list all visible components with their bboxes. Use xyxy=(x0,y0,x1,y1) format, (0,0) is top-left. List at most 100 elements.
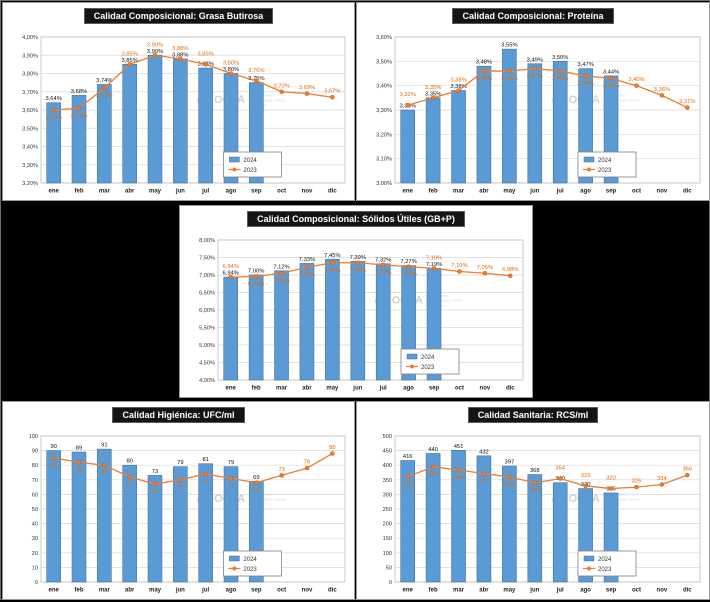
line-2023 xyxy=(53,452,333,485)
bar-2024 xyxy=(451,90,466,184)
line-value-label: 7,10% xyxy=(451,263,467,269)
x-axis-label: may xyxy=(149,189,162,195)
line-marker xyxy=(178,56,183,62)
bar-2024 xyxy=(502,48,517,184)
line-marker xyxy=(228,274,233,280)
x-axis-label: may xyxy=(503,189,516,195)
line-value-label: 3,31% xyxy=(679,99,695,105)
y-axis-label: 0 xyxy=(389,580,392,586)
bar-2024 xyxy=(375,263,391,381)
legend-line-label: 2023 xyxy=(243,567,257,573)
line-value-label: 3,80% xyxy=(223,61,239,67)
bar-value-label: 440 xyxy=(428,447,438,453)
chart-panel-rcs: Calidad Sanitaria: RCS/ml 0 50 100 150 200 25… xyxy=(356,401,710,600)
line-marker xyxy=(203,471,208,477)
bar-value-label: 6,94% xyxy=(222,271,238,277)
x-axis-label: nov xyxy=(302,189,313,195)
line-value-label: 354 xyxy=(555,466,565,472)
line-value-label: 88 xyxy=(329,445,335,451)
line-marker xyxy=(583,73,588,79)
y-axis-label: 5,00% xyxy=(199,343,215,349)
bar-2024 xyxy=(71,451,87,583)
line-marker xyxy=(178,477,183,483)
y-axis-label: 7,50% xyxy=(199,256,215,262)
bar-value-label: 3,85% xyxy=(121,58,137,64)
x-axis-label: sep xyxy=(606,189,617,195)
bar-2024 xyxy=(527,474,543,583)
plot-border xyxy=(217,239,524,381)
line-value-label: 67 xyxy=(152,489,158,495)
line-value-label: 71 xyxy=(228,483,234,489)
legend: 2024 2023 xyxy=(577,550,637,577)
line-value-label: 7,24% xyxy=(400,272,416,278)
y-axis-label: 60 xyxy=(32,492,38,498)
line-value-label: 3,67% xyxy=(324,89,340,95)
watermark-subtext: de la Cadena Láctea xyxy=(603,97,641,102)
line-marker xyxy=(430,95,436,101)
line-value-label: 3,46% xyxy=(476,76,492,82)
y-axis-label: 350 xyxy=(383,478,392,484)
bar-2024 xyxy=(173,466,188,583)
x-axis-label: ago xyxy=(226,189,237,195)
line-value-label: 360 xyxy=(505,482,515,488)
bar-2024 xyxy=(425,97,441,184)
legend-bar-swatch xyxy=(583,156,595,163)
bar-2024 xyxy=(46,450,61,583)
chart-title-proteina: Calidad Composicional: Proteína xyxy=(452,8,614,24)
x-axis-label: feb xyxy=(75,189,84,195)
line-marker xyxy=(228,71,234,76)
x-axis-label: may xyxy=(149,588,162,594)
legend-line-label: 2023 xyxy=(421,365,435,371)
line-marker xyxy=(355,260,361,265)
line-value-label: 3,72% xyxy=(96,93,112,99)
line-marker xyxy=(254,78,259,84)
line-marker xyxy=(76,105,82,111)
line-marker xyxy=(51,107,56,113)
watermark-subtext: de la Cadena Láctea xyxy=(248,97,286,102)
line-marker xyxy=(532,66,538,71)
chart-svg: 0102030405060708090100OCLAObservatoriode… xyxy=(29,434,346,594)
x-axis-label: jun xyxy=(352,386,362,392)
line-marker xyxy=(304,465,310,471)
bar-value-label: 89 xyxy=(76,446,82,452)
line-value-label: 7,19% xyxy=(426,255,442,261)
line-value-label: 3,61% xyxy=(71,113,87,119)
bar-value-label: 7,45% xyxy=(324,253,340,259)
x-axis-label: oct xyxy=(632,189,641,195)
line-value-label: 7,05% xyxy=(477,265,493,271)
line-value-label: 3,46% xyxy=(552,76,568,82)
line-value-label: 3,76% xyxy=(248,68,264,74)
bar-value-label: 3,74% xyxy=(96,78,112,84)
legend: 2024 2023 xyxy=(222,151,282,178)
line-marker xyxy=(685,472,690,478)
x-axis-label: abr xyxy=(125,189,135,195)
chart-panel-grasa-butirosa: Calidad Composicional: Grasa Butirosa 3,… xyxy=(2,2,355,201)
line-marker xyxy=(76,460,82,465)
y-axis-label: 0 xyxy=(35,580,38,586)
line-marker xyxy=(304,265,310,270)
line-value-label: 3,46% xyxy=(501,76,517,82)
y-axis-label: 90 xyxy=(32,449,38,455)
bar-value-label: 432 xyxy=(479,449,489,455)
x-axis-label: abr xyxy=(479,588,489,594)
x-axis-label: jun xyxy=(529,189,539,195)
line-marker xyxy=(557,68,563,74)
line-value-label: 6,98% xyxy=(502,267,518,273)
line-2023 xyxy=(230,262,511,278)
bar-2024 xyxy=(299,263,315,381)
x-axis-label: jun xyxy=(175,189,185,195)
line-marker xyxy=(330,94,335,100)
bar-2024 xyxy=(97,84,112,184)
y-axis-label: 6,00% xyxy=(199,308,215,314)
line-value-label: 325 xyxy=(632,479,642,485)
bar-value-label: 3,64% xyxy=(45,96,61,102)
y-axis-label: 5,50% xyxy=(199,326,215,332)
y-axis-label: 7,00% xyxy=(199,273,215,279)
line-marker xyxy=(405,102,410,108)
bar-value-label: 90 xyxy=(50,444,56,450)
line-marker xyxy=(102,85,107,91)
y-axis-label: 400 xyxy=(383,463,392,469)
bar-value-label: 3,38% xyxy=(450,84,466,90)
bar-value-label: 3,88% xyxy=(172,52,188,58)
bar-value-label: 79 xyxy=(228,460,234,466)
